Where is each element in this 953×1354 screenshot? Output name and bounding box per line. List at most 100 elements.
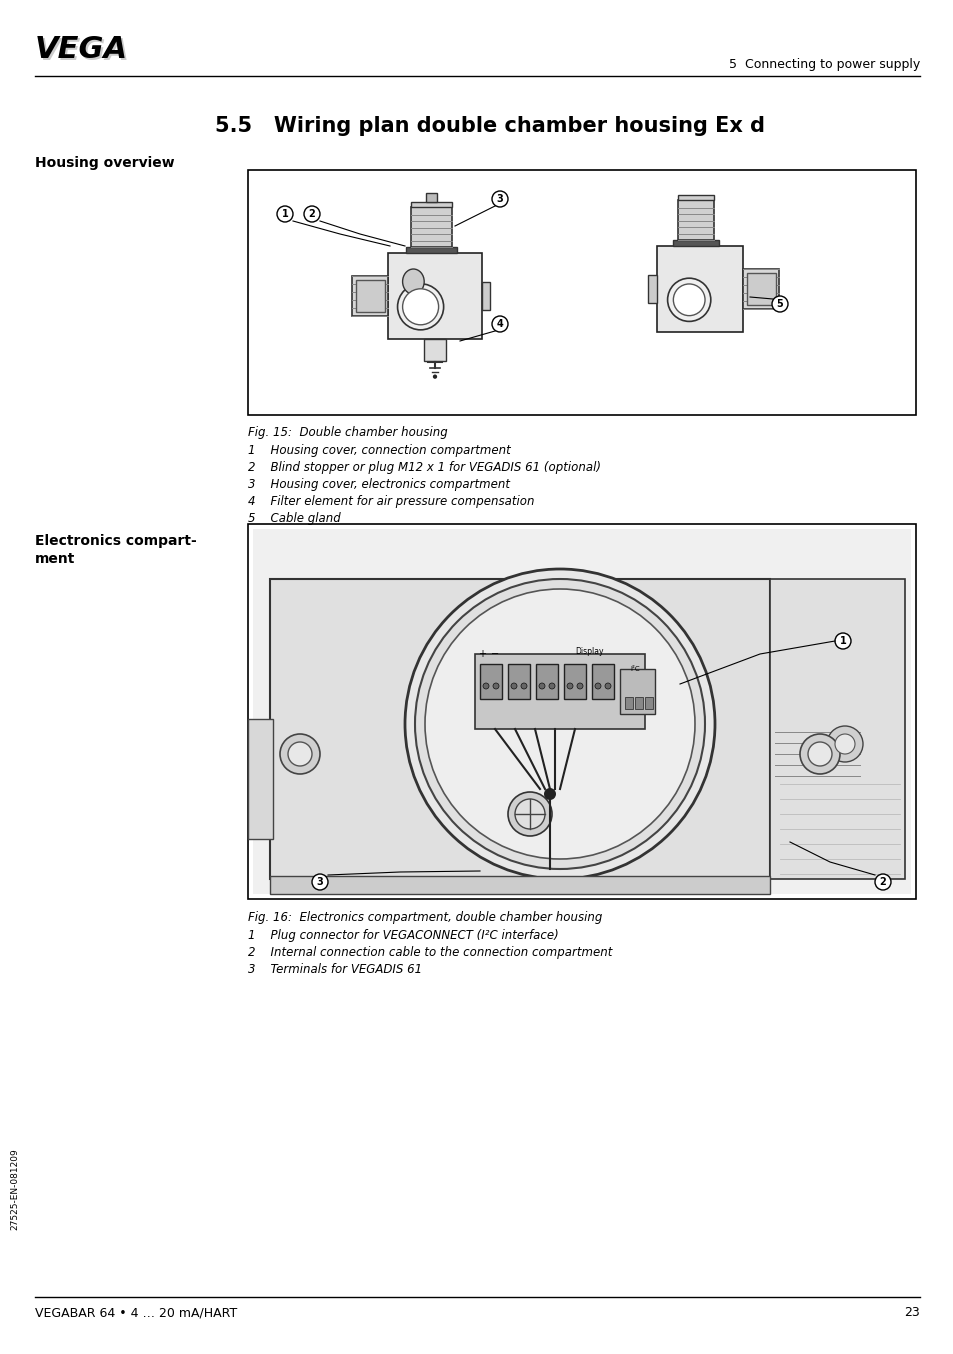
Circle shape [507,792,552,835]
Text: 5    Cable gland: 5 Cable gland [248,512,340,525]
Text: 2: 2 [309,209,315,219]
Circle shape [834,634,850,649]
Text: 2: 2 [879,877,885,887]
Circle shape [433,375,436,379]
Circle shape [288,742,312,766]
Circle shape [424,589,695,858]
Bar [475,654,644,728]
Circle shape [548,682,555,689]
Circle shape [492,191,507,207]
Circle shape [482,682,489,689]
Bar [248,719,273,839]
Circle shape [800,734,840,774]
Circle shape [595,682,600,689]
Circle shape [415,580,704,869]
Bar [270,876,769,894]
Bar [536,663,558,699]
Bar [592,663,614,699]
Bar [678,195,714,200]
Circle shape [405,569,714,879]
Text: 27525-EN-081209: 27525-EN-081209 [10,1148,19,1229]
Circle shape [276,206,293,222]
Bar [678,200,714,240]
Text: 1    Housing cover, connection compartment: 1 Housing cover, connection compartment [248,444,510,458]
Circle shape [604,682,610,689]
Bar [656,246,742,332]
Circle shape [538,682,544,689]
Bar [406,246,456,253]
Text: 3    Terminals for VEGADIS 61: 3 Terminals for VEGADIS 61 [248,963,421,976]
Bar [248,171,915,414]
Circle shape [667,278,710,321]
Text: ment: ment [35,552,75,566]
Circle shape [312,873,328,890]
Circle shape [566,682,573,689]
Ellipse shape [402,269,424,294]
Text: +: + [477,649,485,659]
Bar [411,207,451,246]
Circle shape [520,682,526,689]
Bar [644,697,652,709]
Bar [425,194,436,202]
Circle shape [402,288,438,325]
Text: −: − [491,649,498,659]
Bar [563,663,585,699]
Text: 1: 1 [281,209,288,219]
Text: 5  Connecting to power supply: 5 Connecting to power supply [728,58,919,70]
Circle shape [493,682,498,689]
Text: Fig. 16:  Electronics compartment, double chamber housing: Fig. 16: Electronics compartment, double… [248,911,601,923]
Bar [479,663,501,699]
Text: 3: 3 [316,877,323,887]
Bar [619,669,655,714]
Circle shape [826,726,862,762]
Bar [248,524,915,899]
Bar [355,280,384,313]
Circle shape [515,799,544,829]
Circle shape [807,742,831,766]
Circle shape [511,682,517,689]
Bar [481,282,490,310]
Bar [411,202,451,207]
Bar [635,697,642,709]
Bar [624,697,633,709]
Text: 3: 3 [497,194,503,204]
Bar [746,272,775,305]
Text: 23: 23 [903,1307,919,1319]
Text: 2    Blind stopper or plug M12 x 1 for VEGADIS 61 (optional): 2 Blind stopper or plug M12 x 1 for VEGA… [248,460,600,474]
Text: 3    Housing cover, electronics compartment: 3 Housing cover, electronics compartment [248,478,510,492]
Circle shape [492,315,507,332]
Bar [769,580,904,879]
Text: VEGA: VEGA [37,37,130,66]
Circle shape [771,297,787,311]
Circle shape [280,734,319,774]
Text: Display: Display [575,647,603,657]
Bar [742,269,779,309]
Circle shape [834,734,854,754]
Bar [388,253,481,340]
Text: 5: 5 [776,299,782,309]
Circle shape [874,873,890,890]
Text: I²C: I²C [630,666,639,672]
Bar [673,240,719,246]
Text: Fig. 15:  Double chamber housing: Fig. 15: Double chamber housing [248,427,447,439]
Bar [270,580,769,879]
Text: VEGA: VEGA [35,35,128,64]
Text: Housing overview: Housing overview [35,156,174,171]
Text: 2    Internal connection cable to the connection compartment: 2 Internal connection cable to the conne… [248,946,612,959]
Bar [253,529,910,894]
Circle shape [673,284,704,315]
Circle shape [397,284,443,330]
Circle shape [304,206,319,222]
Bar [774,714,859,779]
Bar [647,275,656,303]
Text: 1: 1 [839,636,845,646]
Circle shape [543,788,556,800]
Circle shape [577,682,582,689]
Text: 1    Plug connector for VEGACONNECT (I²C interface): 1 Plug connector for VEGACONNECT (I²C in… [248,929,558,942]
Bar [424,340,445,360]
Text: 5.5   Wiring plan double chamber housing Ex d: 5.5 Wiring plan double chamber housing E… [214,116,764,135]
Bar [352,276,388,315]
Text: VEGABAR 64 • 4 … 20 mA/HART: VEGABAR 64 • 4 … 20 mA/HART [35,1307,237,1319]
Text: Electronics compart-: Electronics compart- [35,533,196,548]
Text: 4: 4 [497,320,503,329]
